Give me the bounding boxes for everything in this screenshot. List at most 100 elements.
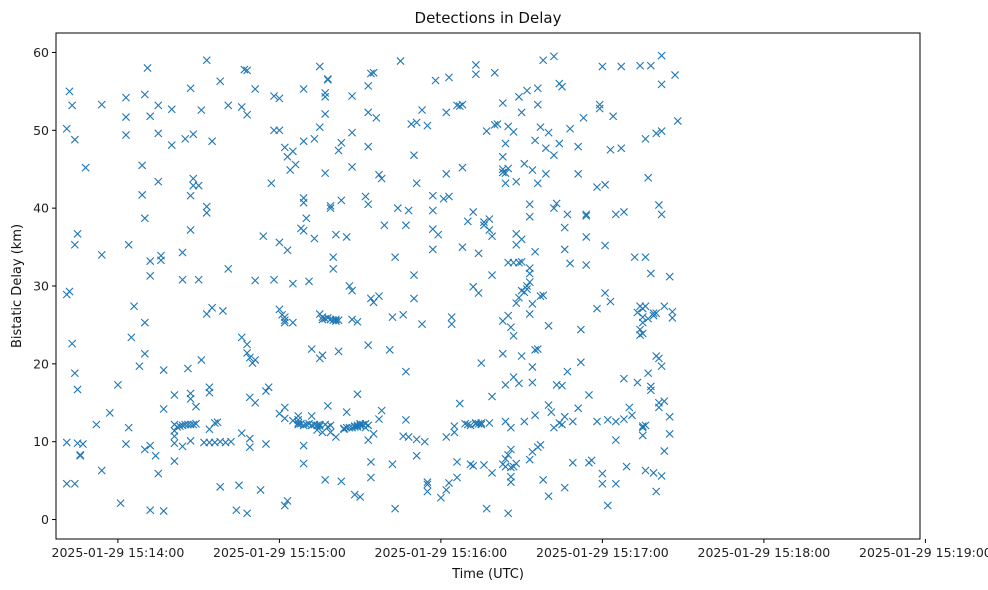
- data-point: [587, 456, 596, 465]
- data-point: [528, 166, 537, 174]
- data-point: [385, 345, 394, 354]
- data-point: [197, 355, 206, 364]
- data-point: [525, 212, 534, 221]
- data-point: [393, 204, 402, 213]
- data-point: [412, 451, 421, 460]
- y-axis-title: Bistatic Delay (km): [10, 224, 25, 348]
- data-point: [469, 208, 478, 217]
- data-point: [186, 436, 195, 445]
- data-point: [407, 120, 416, 129]
- data-point: [501, 179, 510, 188]
- data-point: [444, 192, 453, 201]
- data-point: [533, 179, 542, 188]
- data-point: [504, 311, 513, 320]
- data-point: [237, 333, 246, 342]
- data-point: [353, 317, 362, 326]
- data-point: [202, 208, 211, 217]
- data-point: [428, 245, 437, 254]
- data-point: [218, 306, 227, 315]
- data-point: [657, 362, 666, 371]
- data-point: [329, 253, 338, 262]
- data-point: [348, 162, 357, 171]
- data-point: [337, 138, 346, 147]
- data-point: [463, 420, 472, 429]
- data-point: [183, 364, 192, 373]
- data-point: [364, 108, 373, 117]
- data-point: [372, 113, 381, 122]
- data-point: [611, 479, 620, 488]
- data-point: [191, 419, 200, 428]
- data-point: [512, 299, 521, 308]
- data-point: [65, 87, 74, 96]
- data-point: [506, 463, 515, 472]
- data-point: [275, 126, 284, 135]
- data-point: [299, 226, 308, 235]
- data-point: [270, 275, 279, 284]
- data-point: [291, 160, 300, 169]
- data-point: [138, 190, 147, 199]
- data-point: [251, 276, 260, 285]
- data-point: [649, 309, 658, 318]
- data-point: [194, 181, 203, 190]
- data-point: [364, 200, 373, 209]
- data-point: [256, 485, 265, 494]
- data-point: [245, 443, 254, 452]
- data-point: [299, 441, 308, 450]
- data-point: [485, 215, 494, 224]
- data-point: [259, 232, 268, 241]
- data-point: [558, 420, 567, 429]
- data-point: [603, 415, 612, 424]
- data-point: [619, 415, 628, 424]
- data-point: [342, 408, 351, 417]
- data-point: [665, 272, 674, 281]
- data-point: [261, 387, 270, 396]
- data-point: [208, 303, 217, 312]
- data-point: [576, 358, 585, 367]
- data-point: [544, 128, 553, 137]
- data-point: [444, 73, 453, 82]
- data-point: [601, 241, 610, 250]
- data-point: [337, 477, 346, 486]
- data-point: [466, 421, 475, 430]
- data-point: [205, 425, 214, 434]
- data-point: [423, 121, 432, 130]
- data-point: [450, 428, 459, 437]
- data-point: [657, 80, 666, 89]
- data-point: [243, 340, 252, 349]
- chart-title: Detections in Delay: [415, 9, 562, 27]
- data-point: [334, 316, 343, 325]
- data-point: [469, 461, 478, 470]
- data-point: [243, 509, 252, 518]
- data-point: [189, 174, 198, 183]
- data-point: [568, 458, 577, 467]
- data-point: [474, 289, 483, 297]
- data-point: [321, 88, 330, 97]
- data-point: [375, 415, 383, 424]
- data-point: [70, 240, 79, 249]
- data-point: [517, 108, 526, 117]
- data-point: [646, 269, 655, 278]
- data-point: [321, 109, 330, 118]
- data-point: [477, 419, 486, 427]
- data-point: [310, 234, 319, 243]
- data-point: [151, 451, 160, 460]
- data-point: [73, 385, 82, 394]
- data-point: [536, 292, 545, 301]
- data-point: [315, 62, 324, 71]
- data-point: [323, 401, 332, 410]
- data-point: [81, 163, 90, 172]
- data-point: [348, 315, 357, 324]
- data-point: [506, 423, 515, 432]
- data-point: [606, 297, 615, 306]
- data-point: [533, 100, 542, 109]
- data-point: [280, 403, 289, 412]
- data-point: [555, 139, 564, 148]
- data-point: [288, 147, 297, 156]
- data-point: [288, 318, 297, 327]
- data-point: [501, 454, 510, 463]
- data-point: [485, 419, 494, 427]
- data-point: [493, 120, 502, 129]
- data-point: [504, 450, 513, 459]
- data-point: [652, 309, 661, 318]
- data-point: [671, 71, 680, 80]
